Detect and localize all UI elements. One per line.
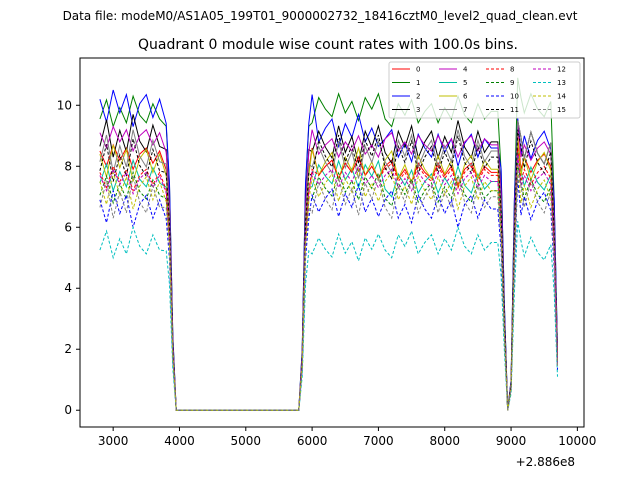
legend-label-1: 1 xyxy=(416,79,420,87)
x-tick-label: 7000 xyxy=(363,434,394,448)
y-tick-label: 6 xyxy=(64,220,72,234)
legend-label-10: 10 xyxy=(510,93,519,101)
x-tick-label: 4000 xyxy=(164,434,195,448)
x-tick-label: 6000 xyxy=(297,434,328,448)
axes-frame xyxy=(79,57,585,428)
legend-label-6: 6 xyxy=(463,93,468,101)
x-tick-label: 9000 xyxy=(496,434,527,448)
chart-title: Quadrant 0 module wise count rates with … xyxy=(138,37,518,53)
y-tick-label: 0 xyxy=(64,403,72,417)
series-13-line xyxy=(99,221,558,411)
y-axis: 0 2 4 6 8 10 xyxy=(57,98,80,417)
x-axis: 3000 4000 5000 6000 7000 8000 9000 10000 xyxy=(98,427,596,448)
y-tick-label: 2 xyxy=(64,342,72,356)
legend-label-9: 9 xyxy=(510,79,514,87)
legend-label-5: 5 xyxy=(463,79,467,87)
figure-suptitle: Data file: modeM0/AS1A05_199T01_90000027… xyxy=(63,9,578,23)
legend-label-7: 7 xyxy=(463,106,467,114)
series-layer xyxy=(99,77,558,411)
x-tick-label: 5000 xyxy=(231,434,262,448)
legend-label-12: 12 xyxy=(557,66,566,74)
legend-label-0: 0 xyxy=(416,66,420,74)
y-tick-label: 8 xyxy=(64,159,72,173)
series-10-line xyxy=(99,178,558,411)
x-tick-label: 3000 xyxy=(98,434,129,448)
x-tick-label: 8000 xyxy=(429,434,460,448)
legend-label-4: 4 xyxy=(463,66,468,74)
legend-label-3: 3 xyxy=(416,106,420,114)
series-14-line xyxy=(99,166,558,411)
x-tick-label: 10000 xyxy=(558,434,596,448)
legend-label-15: 15 xyxy=(557,106,566,114)
y-tick-label: 4 xyxy=(64,281,72,295)
plot-area xyxy=(79,57,585,428)
legend-label-13: 13 xyxy=(557,79,566,87)
x-offset-label: +2.886e8 xyxy=(516,455,575,469)
legend-label-14: 14 xyxy=(557,93,566,101)
legend-label-11: 11 xyxy=(510,106,519,114)
y-tick-label: 10 xyxy=(57,98,72,112)
legend-label-8: 8 xyxy=(510,66,514,74)
legend-label-2: 2 xyxy=(416,93,420,101)
legend-frame xyxy=(388,61,581,119)
